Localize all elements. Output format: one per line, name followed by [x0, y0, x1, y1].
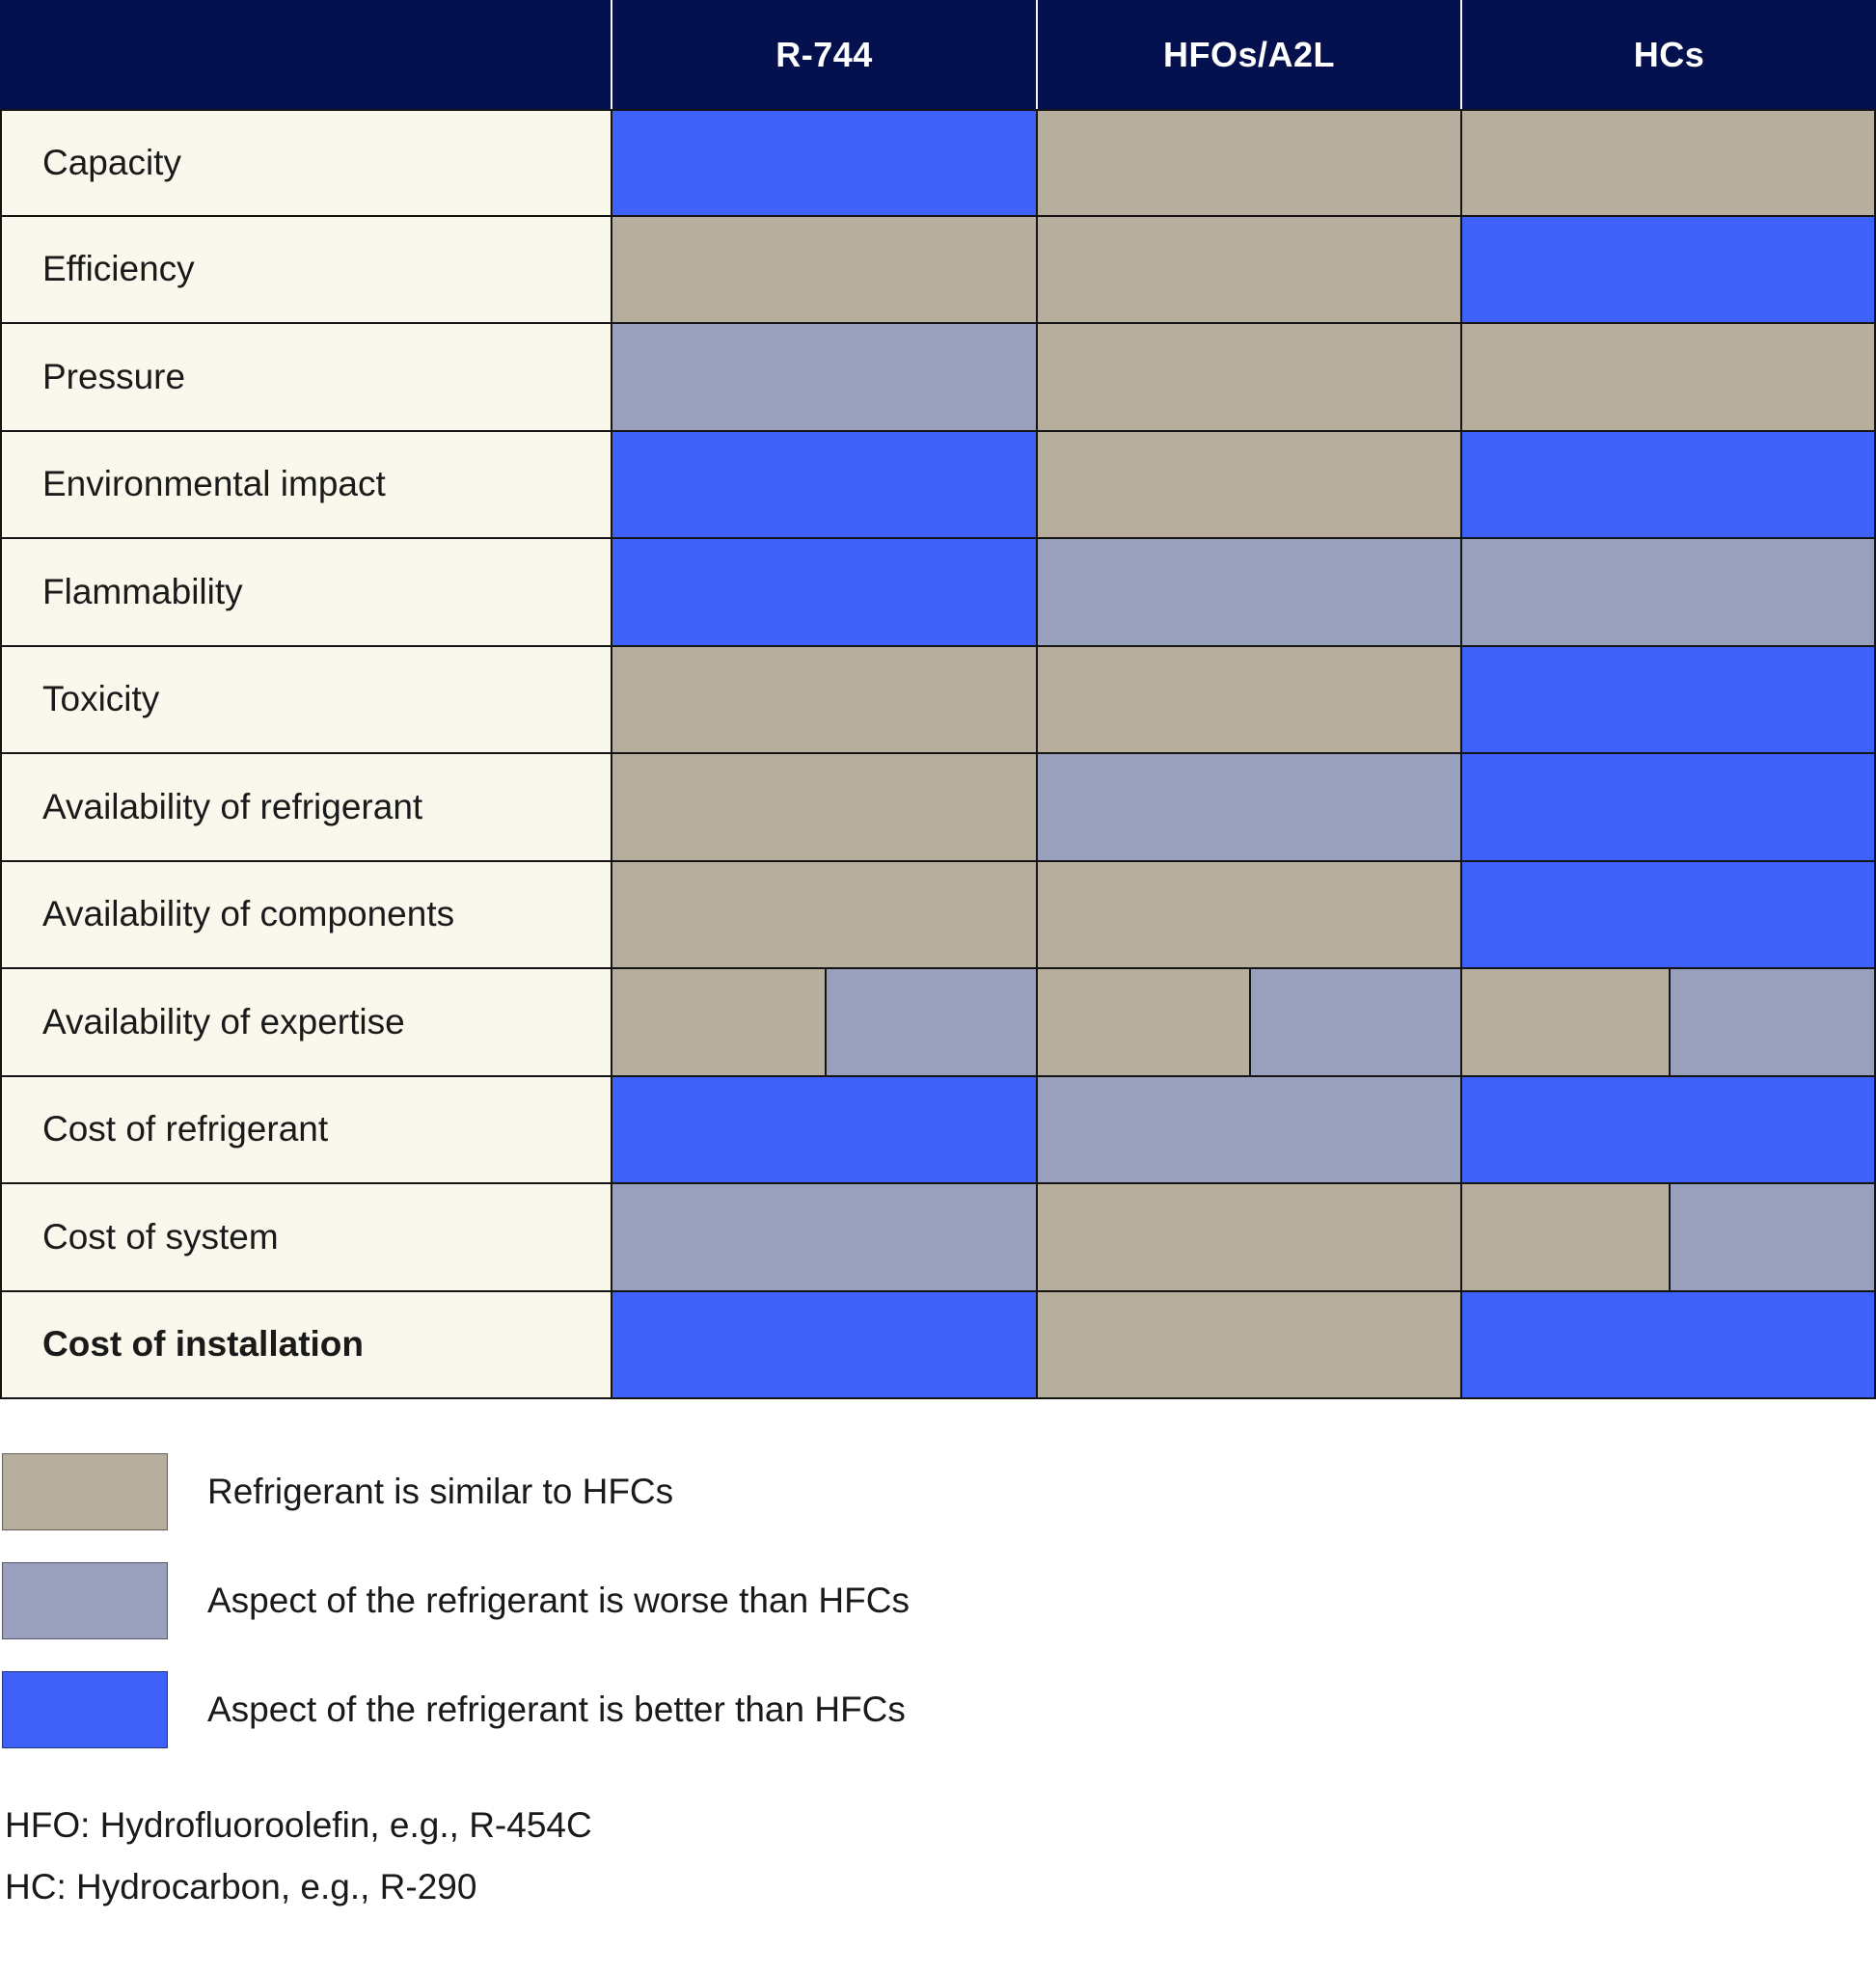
table-cell — [611, 539, 1036, 647]
legend-item-similar: Refrigerant is similar to HFCs — [2, 1453, 1876, 1530]
table-cell — [1036, 1076, 1460, 1184]
table-cell — [1460, 324, 1876, 432]
table-body: Capacity Efficiency Pressure Environmental … — [0, 109, 1876, 1399]
legend-swatch-similar — [2, 1453, 168, 1530]
table-cell — [611, 324, 1036, 432]
table-cell — [1460, 646, 1876, 754]
table-cell — [1460, 109, 1876, 217]
table-cell — [1460, 969, 1876, 1077]
table-cell — [1460, 861, 1876, 969]
table-header-row: R-744 HFOs/A2L HCs — [0, 0, 1876, 109]
table-cell — [611, 216, 1036, 324]
table-cell — [611, 861, 1036, 969]
column-header-r744: R-744 — [611, 0, 1036, 109]
legend-label: Refrigerant is similar to HFCs — [207, 1472, 674, 1511]
legend-item-worse: Aspect of the refrigerant is worse than … — [2, 1562, 1876, 1639]
table-cell — [1036, 216, 1460, 324]
table-cell — [1036, 109, 1460, 217]
table-cell — [1460, 754, 1876, 862]
row-label: Cost of refrigerant — [0, 1076, 611, 1184]
row-label: Availability of components — [0, 861, 611, 969]
legend-label: Aspect of the refrigerant is worse than … — [207, 1581, 910, 1620]
legend-item-better: Aspect of the refrigerant is better than… — [2, 1671, 1876, 1748]
table-cell — [1460, 1291, 1876, 1399]
table-cell — [611, 754, 1036, 862]
cell-half-similar — [612, 969, 825, 1075]
table-cell — [1460, 216, 1876, 324]
table-cell — [1036, 969, 1460, 1077]
cell-half-similar — [1462, 1184, 1669, 1290]
legend: Refrigerant is similar to HFCs Aspect of … — [2, 1453, 1876, 1748]
table-cell — [611, 646, 1036, 754]
table-cell — [1036, 754, 1460, 862]
footnotes: HFO: Hydrofluoroolefin, e.g., R-454C HC:… — [5, 1795, 1876, 1918]
table-cell — [611, 1291, 1036, 1399]
legend-label: Aspect of the refrigerant is better than… — [207, 1690, 906, 1729]
table-cell — [611, 1184, 1036, 1292]
cell-half-worse — [1668, 1184, 1874, 1290]
row-label: Environmental impact — [0, 431, 611, 539]
table-corner-cell — [0, 0, 611, 109]
table-cell — [1036, 539, 1460, 647]
table-cell — [611, 431, 1036, 539]
table-cell — [1036, 431, 1460, 539]
row-label: Pressure — [0, 324, 611, 432]
cell-half-worse — [824, 969, 1036, 1075]
row-label: Cost of installation — [0, 1291, 611, 1399]
table-cell — [1036, 646, 1460, 754]
cell-half-worse — [1249, 969, 1460, 1075]
row-label: Capacity — [0, 109, 611, 217]
table-cell — [1460, 1076, 1876, 1184]
table-cell — [1036, 1291, 1460, 1399]
table-cell — [1460, 431, 1876, 539]
table-cell — [611, 109, 1036, 217]
table-cell — [611, 969, 1036, 1077]
row-label: Availability of expertise — [0, 969, 611, 1077]
table-cell — [611, 1076, 1036, 1184]
row-label: Toxicity — [0, 646, 611, 754]
footnote-hc: HC: Hydrocarbon, e.g., R-290 — [5, 1867, 477, 1906]
column-header-hcs: HCs — [1460, 0, 1876, 109]
cell-half-similar — [1038, 969, 1249, 1075]
table-cell — [1036, 861, 1460, 969]
row-label: Flammability — [0, 539, 611, 647]
table-cell — [1036, 1184, 1460, 1292]
legend-swatch-better — [2, 1671, 168, 1748]
row-label: Efficiency — [0, 216, 611, 324]
cell-half-worse — [1668, 969, 1874, 1075]
row-label: Cost of system — [0, 1184, 611, 1292]
table-cell — [1460, 1184, 1876, 1292]
table-cell — [1036, 324, 1460, 432]
table-cell — [1460, 539, 1876, 647]
legend-swatch-worse — [2, 1562, 168, 1639]
footnote-hfo: HFO: Hydrofluoroolefin, e.g., R-454C — [5, 1805, 592, 1845]
cell-half-similar — [1462, 969, 1669, 1075]
column-header-hfos-a2l: HFOs/A2L — [1036, 0, 1460, 109]
row-label: Availability of refrigerant — [0, 754, 611, 862]
